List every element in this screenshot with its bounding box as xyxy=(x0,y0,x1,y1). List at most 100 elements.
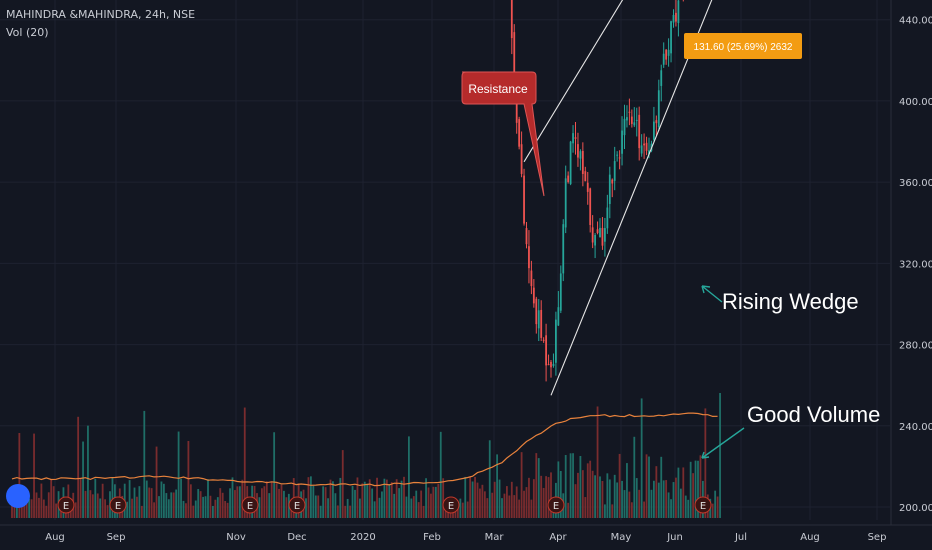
time-axis[interactable]: Aug Sep Nov Dec 2020 Feb Mar Apr May Jun Jul Aug Sep xyxy=(0,524,932,543)
candle xyxy=(510,0,513,55)
rising-wedge-lines xyxy=(523,0,713,396)
candle-body xyxy=(574,137,577,139)
volume-bar xyxy=(660,456,663,518)
volume-bar xyxy=(589,460,592,518)
volume-bar xyxy=(657,482,660,518)
volume-bar xyxy=(506,486,508,518)
volume-bar xyxy=(437,483,440,518)
volume-bar xyxy=(427,487,430,518)
volume-bar xyxy=(699,455,702,518)
volume-bar xyxy=(420,490,423,518)
candle xyxy=(635,107,638,137)
volume-bar xyxy=(643,501,645,518)
volume-bar xyxy=(87,425,89,518)
candle-body xyxy=(601,227,604,246)
candle-body xyxy=(525,228,528,245)
volume-bar xyxy=(314,495,317,518)
price-tick-label: 320.00 xyxy=(899,259,932,270)
volume-bar xyxy=(219,488,222,518)
volume-bar xyxy=(165,493,168,518)
candle-body xyxy=(584,171,587,182)
volume-bar xyxy=(439,431,442,518)
candle xyxy=(547,354,550,366)
volume-indicator-title: Vol (20) xyxy=(6,26,49,39)
volume-bar xyxy=(55,503,57,518)
volume-bar xyxy=(140,505,143,518)
volume-bar xyxy=(96,493,99,518)
volume-bar xyxy=(385,479,388,518)
candle xyxy=(518,116,521,150)
volume-bar xyxy=(35,492,38,518)
volume-bar xyxy=(466,501,469,518)
price-tick-label: 200.00 xyxy=(899,503,932,514)
volume-bar xyxy=(520,452,523,518)
volume-bar xyxy=(197,489,200,518)
volume-bar xyxy=(322,486,325,518)
volume-bar xyxy=(155,446,158,518)
volume-bar xyxy=(143,410,146,518)
volume-bar xyxy=(586,463,589,518)
candle-body xyxy=(677,0,680,23)
volume-bar xyxy=(273,432,276,518)
volume-bar xyxy=(18,432,21,518)
candle xyxy=(523,168,525,226)
volume-bar xyxy=(628,491,631,518)
candle xyxy=(532,279,535,308)
good-volume-arrow xyxy=(701,427,745,459)
candle-body xyxy=(520,144,523,174)
volume-bar xyxy=(177,431,180,518)
volume-bar xyxy=(697,460,699,518)
volume-bar xyxy=(675,477,677,518)
earnings-marker xyxy=(241,496,259,514)
volume-bar xyxy=(221,492,224,518)
annotations: Resistance 131.60 (25.69%) 2632 Rising Wed… xyxy=(461,33,880,459)
volume-bar xyxy=(167,499,170,518)
candle xyxy=(665,49,668,65)
candle xyxy=(572,125,574,153)
candle-body xyxy=(559,273,562,311)
volume-bar xyxy=(158,496,160,518)
volume-bar xyxy=(270,481,273,518)
volume-bar xyxy=(258,497,261,518)
candle xyxy=(550,359,552,378)
volume-bar xyxy=(461,502,464,518)
candle-body xyxy=(665,49,668,60)
candle xyxy=(589,187,592,233)
candle xyxy=(562,219,565,282)
volume-bar xyxy=(648,456,650,518)
candle-body xyxy=(564,178,567,228)
time-tick-label: Nov xyxy=(226,532,246,543)
volume-bar xyxy=(373,501,376,518)
volume-bar xyxy=(515,486,518,518)
volume-bar xyxy=(596,406,599,518)
tradingview-logo-icon[interactable] xyxy=(6,484,30,508)
candle-body xyxy=(599,227,601,238)
time-tick-label: 2020 xyxy=(350,532,375,543)
volume-bar xyxy=(523,490,525,518)
volume-bar xyxy=(653,480,655,518)
earnings-marker xyxy=(57,496,75,514)
candle xyxy=(594,233,596,259)
volume-bar xyxy=(535,453,538,518)
volume-bar xyxy=(84,490,87,518)
volume-bar xyxy=(388,484,391,518)
candle xyxy=(555,311,557,376)
volume-bar xyxy=(138,486,141,518)
candle xyxy=(559,265,562,314)
volume-bar xyxy=(172,492,175,518)
volume-bar xyxy=(714,490,717,518)
volume-bar xyxy=(204,496,207,518)
volume-bar xyxy=(376,477,378,518)
earnings-marker-label: E xyxy=(115,501,121,512)
price-axis[interactable]: 200.00 240.00 280.00 320.00 360.00 400.00 440.… xyxy=(890,0,932,525)
volume-bar xyxy=(312,485,315,518)
volume-bar xyxy=(557,461,560,518)
price-tick-label: 240.00 xyxy=(899,422,932,433)
volume-bar xyxy=(694,460,697,518)
volume-bar xyxy=(677,467,680,518)
time-tick-label: Dec xyxy=(287,532,306,543)
volume-bar xyxy=(679,488,682,518)
volume-bar xyxy=(185,503,187,518)
earnings-marker xyxy=(288,496,306,514)
